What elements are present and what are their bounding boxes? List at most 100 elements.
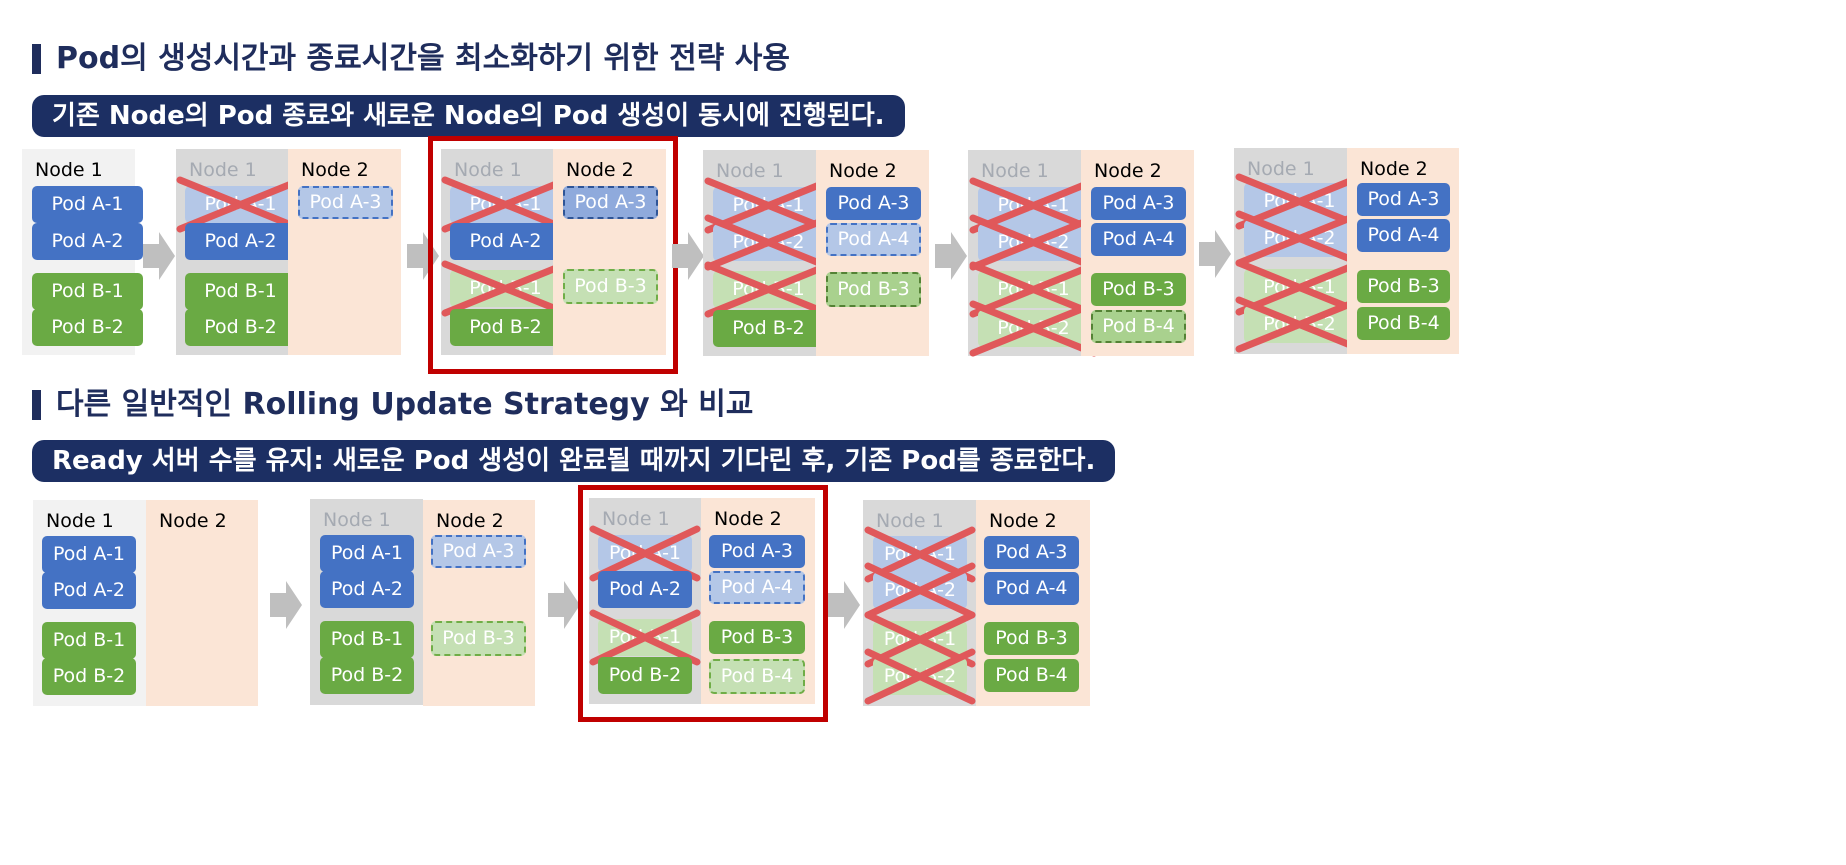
node-label: Node 1 [46, 510, 114, 532]
node-1: Node 1 Pod A-1 Pod A-2 Pod B-1 Pod B-2 [1234, 148, 1364, 354]
node-1: Node 1 Pod A-1 Pod A-2 Pod B-1 Pod B-2 [968, 150, 1098, 357]
pod-b-4: Pod B-4 [984, 659, 1079, 692]
pod-label: Pod B-1 [1263, 276, 1336, 298]
pod-b-3: Pod B-3 [1357, 270, 1450, 303]
arrow-right-icon [270, 581, 302, 629]
pod-a-3: Pod A-3 [1091, 187, 1186, 220]
node-2: Node 2 Pod A-3 Pod A-4 Pod B-3 Pod B-4 [1081, 150, 1194, 356]
arrow-right-icon [935, 232, 967, 280]
node-2: Node 2 Pod A-3 Pod B-3 [553, 149, 666, 355]
arrow-right-icon [143, 232, 175, 280]
node-2: Node 2 Pod A-3 [288, 149, 401, 355]
pod-b-4-pending: Pod B-4 [709, 659, 805, 694]
section-title-1: Pod의 생성시간과 종료시간을 최소화하기 위한 전략 사용 [32, 41, 790, 77]
pod-label: Pod A-1 [883, 543, 957, 565]
pod-a-4-pending: Pod A-4 [826, 223, 921, 256]
pod-b-2-terminating: Pod B-2 [969, 300, 1098, 357]
pod-label: Pod A-1 [1263, 190, 1336, 212]
node-1: Node 1 Pod A-1 Pod A-2 Pod B-1 Pod B-2 [863, 500, 976, 706]
title-bar-icon [32, 390, 41, 420]
arrow-right-icon [828, 581, 860, 629]
node-2: Node 2 Pod A-3 Pod A-4 Pod B-3 [816, 150, 929, 356]
pod-b-1: Pod B-1 [42, 622, 136, 659]
pod-a-4: Pod A-4 [984, 572, 1079, 605]
node-1: Node 1 Pod A-1 Pod A-2 Pod B-1 Pod B-2 [176, 149, 305, 355]
node-label: Node 2 [1094, 160, 1162, 182]
pod-b-1-terminating: Pod B-1 [704, 261, 833, 318]
pod-a-1: Pod A-1 [320, 535, 414, 572]
pod-label: Pod A-1 [732, 194, 805, 216]
pod-b-1-terminating: Pod B-1 [969, 261, 1098, 318]
node-label: Node 1 [602, 508, 670, 530]
pod-b-1-terminating: Pod B-1 [864, 611, 976, 668]
node-label: Node 1 [189, 159, 257, 181]
pod-label: Pod A-1 [204, 193, 277, 215]
pod-b-3: Pod B-3 [984, 622, 1079, 655]
highlight-box [428, 136, 678, 374]
node-1: Node 1 Pod A-1 Pod A-2 Pod B-1 Pod B-2 [22, 149, 143, 355]
highlight-box [578, 485, 828, 722]
pod-a-3-pending: Pod A-3 [298, 186, 393, 219]
pod-a-2-terminating: Pod A-2 [969, 214, 1098, 271]
arrow-right-icon [672, 232, 704, 280]
node-label: Node 1 [454, 159, 522, 181]
pod-label: Pod A-2 [1263, 227, 1336, 249]
pod-a-2: Pod A-2 [450, 223, 561, 260]
section-title-1-text: Pod의 생성시간과 종료시간을 최소화하기 위한 전략 사용 [56, 41, 790, 76]
node-label: Node 2 [1360, 158, 1428, 180]
pod-b-2: Pod B-2 [598, 657, 692, 694]
pod-a-2: Pod A-2 [320, 571, 414, 608]
title-bar-icon [32, 44, 41, 74]
pod-a-2-terminating: Pod A-2 [1235, 210, 1364, 267]
node-label: Node 2 [436, 510, 504, 532]
pod-a-1-terminating: Pod A-1 [176, 176, 305, 233]
node-2: Node 2 [146, 500, 258, 706]
pod-label: Pod A-2 [883, 579, 957, 601]
pod-label: Pod B-1 [997, 278, 1070, 300]
pod-label: Pod B-2 [997, 317, 1070, 339]
pod-a-3-starting: Pod A-3 [563, 186, 658, 219]
banner-1: 기존 Node의 Pod 종료와 새로운 Node의 Pod 생성이 동시에 진… [32, 95, 905, 137]
pod-label: Pod A-2 [997, 231, 1070, 253]
pod-b-3-pending: Pod B-3 [563, 269, 658, 304]
node-label: Node 1 [1247, 158, 1315, 180]
pod-b-1: Pod B-1 [32, 273, 143, 310]
node-2: Node 2 Pod A-3 Pod A-4 Pod B-3 Pod B-4 [701, 498, 815, 704]
node-label: Node 2 [566, 159, 634, 181]
pod-a-2: Pod A-2 [42, 572, 136, 609]
section-title-2-text: 다른 일반적인 Rolling Update Strategy 와 비교 [56, 387, 754, 422]
pod-a-2: Pod A-2 [598, 571, 692, 608]
pod-a-1: Pod A-1 [32, 186, 143, 223]
node-1: Node 1 Pod A-1 Pod A-2 Pod B-1 Pod B-2 [33, 500, 146, 706]
pod-b-2-terminating: Pod B-2 [1235, 296, 1364, 353]
pod-b-2: Pod B-2 [713, 310, 824, 347]
node-2: Node 2 Pod A-3 Pod A-4 Pod B-3 Pod B-4 [1347, 148, 1459, 354]
pod-label: Pod B-1 [883, 628, 957, 650]
arrow-right-icon [1199, 230, 1231, 278]
pod-b-1-terminating: Pod B-1 [1235, 259, 1364, 316]
node-label: Node 2 [989, 510, 1057, 532]
pod-b-2: Pod B-2 [42, 658, 136, 695]
pod-a-3: Pod A-3 [984, 536, 1079, 569]
node-label: Node 1 [35, 159, 103, 181]
pod-label: Pod B-2 [883, 665, 957, 687]
pod-b-4: Pod B-4 [1357, 307, 1450, 340]
pod-label: Pod B-1 [732, 278, 805, 300]
pod-b-4-starting: Pod B-4 [1091, 310, 1186, 343]
arrow-right-icon [548, 581, 580, 629]
node-1: Node 1 Pod A-1 Pod A-2 Pod B-1 Pod B-2 [589, 498, 701, 704]
node-label: Node 2 [714, 508, 782, 530]
pod-b-3: Pod B-3 [1091, 273, 1186, 306]
pod-a-3: Pod A-3 [826, 187, 921, 220]
node-label: Node 1 [876, 510, 944, 532]
pod-a-4-pending: Pod A-4 [709, 571, 805, 604]
node-label: Node 1 [716, 160, 784, 182]
pod-a-3: Pod A-3 [1357, 183, 1450, 216]
node-1: Node 1 Pod A-1 Pod A-2 Pod B-1 Pod B-2 [703, 150, 833, 356]
node-1: Node 1 Pod A-1 Pod A-2 Pod B-1 Pod B-2 [310, 499, 423, 705]
pod-b-1: Pod B-1 [320, 621, 414, 658]
pod-b-3-starting: Pod B-3 [826, 272, 921, 307]
pod-a-3: Pod A-3 [709, 535, 805, 568]
pod-b-3: Pod B-3 [709, 621, 805, 654]
pod-a-2-terminating: Pod A-2 [704, 214, 833, 271]
